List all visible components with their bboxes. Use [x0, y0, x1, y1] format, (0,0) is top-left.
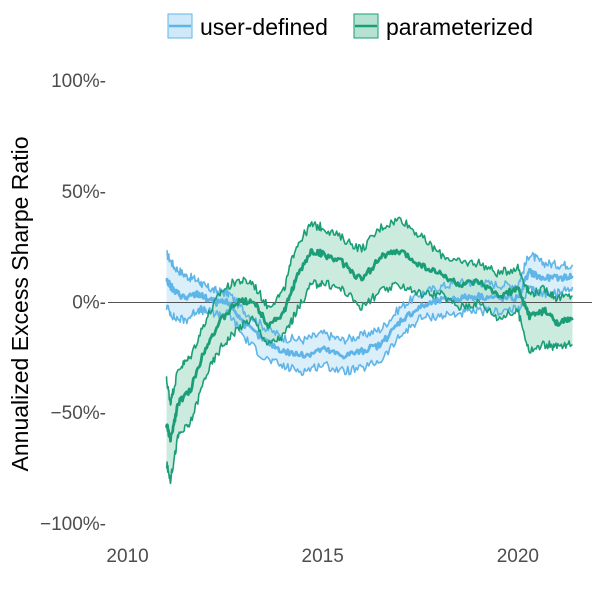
legend-label: user-defined	[200, 14, 328, 40]
legend-item-user-defined: user-defined	[167, 13, 328, 40]
line-parameterized-mid	[165, 248, 574, 443]
y-tick-label: 50%-	[62, 182, 106, 203]
line-user-defined-upper	[165, 249, 574, 345]
line-parameterized-lower	[165, 279, 573, 485]
x-tick-label: 2015	[302, 546, 344, 567]
legend-label: parameterized	[386, 14, 533, 40]
line-user-defined-mid	[165, 267, 574, 360]
line-user-defined-lower	[165, 285, 574, 377]
line-parameterized-upper	[165, 216, 573, 406]
y-tick-label: −100%-	[40, 514, 106, 535]
y-tick-label: 0%-	[72, 293, 106, 314]
x-tick-label: 2020	[497, 546, 539, 567]
legend-item-parameterized: parameterized	[353, 13, 533, 40]
y-tick-label: 100%-	[51, 71, 106, 92]
x-tick-label: 2010	[106, 546, 148, 567]
y-axis-title: Annualized Excess Sharpe Ratio	[7, 137, 33, 472]
y-axis: −100%- −50%- 0%- 50%- 100%-	[40, 71, 106, 535]
legend: user-defined parameterized	[167, 13, 533, 40]
series-lines	[165, 216, 574, 485]
x-axis: 2010 2015 2020	[106, 546, 539, 567]
y-tick-label: −50%-	[51, 403, 106, 424]
